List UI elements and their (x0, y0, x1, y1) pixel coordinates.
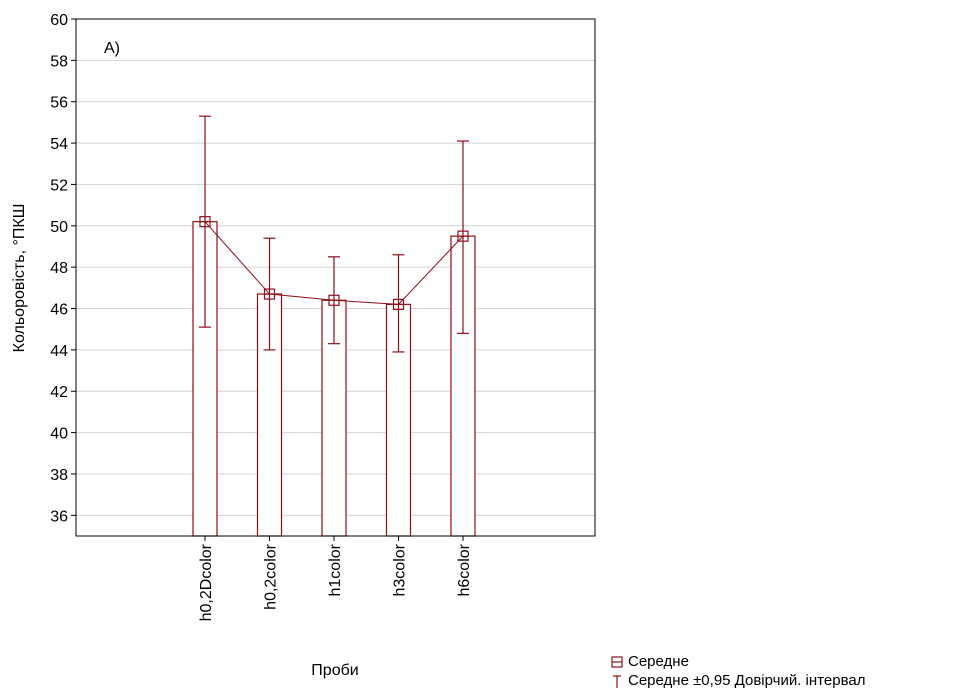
x-axis: h0,2Dcolor h0,2color h1color h3color h6color (198, 536, 473, 621)
y-tick-label: 44 (50, 343, 68, 360)
y-tick-label: 40 (50, 426, 68, 443)
y-tick-label: 38 (50, 467, 68, 484)
bar (192, 221, 218, 537)
y-tick-label: 52 (50, 177, 68, 194)
legend-item-ci: Середне ±0,95 Довірчий. інтервал (610, 671, 865, 690)
y-axis: 36 38 40 42 44 46 48 50 52 54 56 58 60 (50, 12, 76, 525)
x-tick-label: h0,2Dcolor (198, 543, 215, 621)
legend-label-ci: Середне ±0,95 Довірчий. інтервал (628, 672, 866, 689)
x-tick-label: h6color (456, 543, 473, 596)
y-tick-label: 36 (50, 508, 68, 525)
y-tick-label: 48 (50, 260, 68, 277)
y-axis-label: Кольоровість, °ПКШ (11, 204, 28, 353)
legend: Середне Середне ±0,95 Довірчий. інтервал (610, 652, 865, 690)
markers-group (199, 216, 469, 310)
x-axis-label: Проби (311, 662, 358, 679)
panel-label: A) (104, 40, 120, 57)
legend-label-mean: Середне (628, 653, 689, 670)
y-tick-label: 60 (50, 12, 68, 29)
error-bars-group (199, 115, 469, 353)
y-tick-label: 56 (50, 95, 68, 112)
x-tick-label: h1color (327, 543, 344, 596)
square-marker-icon (611, 655, 623, 668)
errorbar-icon (613, 674, 621, 688)
y-tick-label: 58 (50, 53, 68, 70)
y-tick-label: 54 (50, 136, 68, 153)
plot-frame (75, 18, 596, 537)
y-tick-label: 42 (50, 384, 68, 401)
legend-item-mean: Середне (610, 652, 865, 671)
y-tick-label: 46 (50, 302, 68, 319)
x-tick-label: h0,2color (263, 543, 280, 609)
y-tick-label: 50 (50, 219, 68, 236)
x-tick-label: h3color (392, 543, 409, 596)
